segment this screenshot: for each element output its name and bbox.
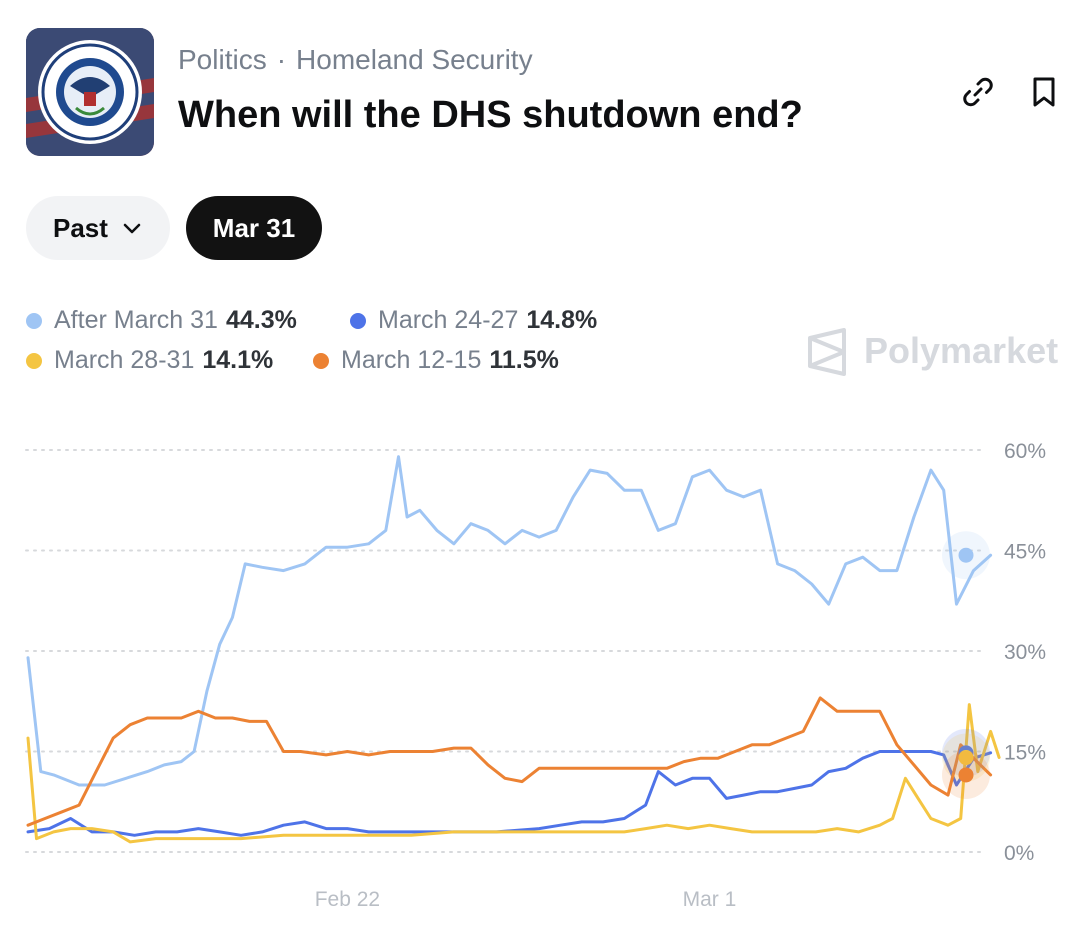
dhs-seal-thumbnail (26, 28, 154, 156)
x-tick-label: Mar 1 (683, 888, 737, 911)
legend-item-march-28-31[interactable]: March 28-31 14.1% (26, 340, 273, 380)
legend-value: 14.1% (202, 346, 274, 374)
series-line-0[interactable] (26, 455, 993, 787)
legend-name: March 28-31 (54, 346, 195, 374)
breadcrumb-separator: · (276, 44, 287, 75)
series-line-3[interactable] (26, 696, 993, 827)
polymarket-watermark: Polymarket (806, 328, 1058, 376)
legend-name: March 12-15 (341, 346, 482, 374)
period-dropdown-label: Past (53, 213, 108, 243)
legend-value: 14.8% (526, 306, 598, 334)
legend-dot (313, 353, 329, 369)
legend-name: After March 31 (54, 306, 218, 334)
legend-dot (350, 313, 366, 329)
legend-value: 44.3% (225, 306, 297, 334)
breadcrumb-subcategory[interactable]: Homeland Security (296, 44, 533, 75)
series-end-point-2[interactable] (958, 750, 974, 766)
market-header: Politics · Homeland Security When will the… (26, 28, 1066, 158)
y-tick-label: 0% (1004, 842, 1034, 865)
legend-dot (26, 313, 42, 329)
breadcrumb: Politics · Homeland Security (178, 44, 533, 76)
series-end-point-3[interactable] (958, 767, 974, 783)
legend-item-after-march-31[interactable]: After March 31 44.3% (26, 300, 297, 340)
legend-name: March 24-27 (378, 306, 519, 334)
page-title: When will the DHS shutdown end? (178, 94, 803, 136)
series-line-1[interactable] (26, 750, 993, 837)
link-icon[interactable] (960, 74, 996, 110)
y-tick-label: 15% (1004, 742, 1046, 765)
legend-value: 11.5% (489, 346, 559, 374)
series-line-2[interactable] (26, 703, 1001, 844)
legend-dot (26, 353, 42, 369)
polymarket-logo-icon (808, 328, 846, 376)
chevron-down-icon (123, 223, 141, 234)
polymarket-wordmark: Polymarket (864, 330, 1059, 371)
date-pill-selected[interactable]: Mar 31 (186, 196, 322, 260)
legend-item-march-12-15[interactable]: March 12-15 11.5% (313, 340, 559, 380)
y-tick-label: 30% (1004, 641, 1046, 664)
y-tick-label: 60% (1004, 440, 1046, 463)
period-dropdown[interactable]: Past (26, 196, 170, 260)
x-tick-label: Feb 22 (315, 888, 380, 911)
series-end-point-0[interactable] (958, 547, 974, 563)
y-tick-label: 45% (1004, 541, 1046, 564)
breadcrumb-category[interactable]: Politics (178, 44, 267, 75)
price-history-chart[interactable]: 60% 45% 30% 15% 0% Feb 22 Mar 1 (0, 420, 1082, 920)
legend-item-march-24-27[interactable]: March 24-27 14.8% (350, 300, 597, 340)
bookmark-icon[interactable] (1026, 74, 1062, 110)
